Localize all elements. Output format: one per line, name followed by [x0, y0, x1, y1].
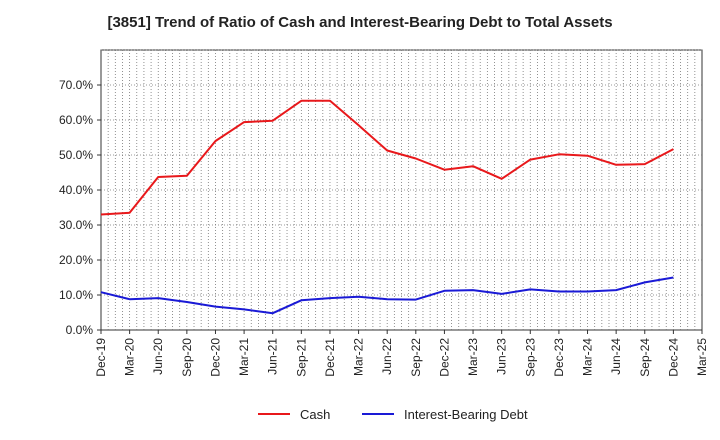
- y-tick-label: 50.0%: [59, 148, 93, 162]
- x-tick-label: Jun-23: [495, 338, 509, 375]
- x-tick-label: Mar-21: [237, 338, 251, 376]
- y-tick-label: 20.0%: [59, 253, 93, 267]
- x-tick-label: Jun-22: [380, 338, 394, 375]
- x-tick-label: Sep-22: [409, 338, 423, 377]
- x-tick-label: Jun-24: [609, 338, 623, 375]
- x-tick-label: Dec-23: [552, 338, 566, 377]
- x-tick-label: Mar-22: [352, 338, 366, 376]
- x-tick-label: Mar-20: [123, 338, 137, 376]
- x-tick-label: Jun-20: [151, 338, 165, 375]
- series-lines: [100, 99, 674, 315]
- legend: Cash Interest-Bearing Debt: [258, 407, 528, 422]
- x-tick-label: Mar-23: [466, 338, 480, 376]
- chart-title: [3851] Trend of Ratio of Cash and Intere…: [107, 14, 613, 31]
- legend-label: Cash: [300, 407, 330, 422]
- x-tick-label: Dec-22: [437, 338, 451, 377]
- x-tick-label: Sep-20: [180, 338, 194, 377]
- x-tick-label: Dec-24: [666, 338, 680, 377]
- x-tick-label: Mar-24: [581, 338, 595, 376]
- y-tick-label: 70.0%: [59, 78, 93, 92]
- x-tick-label: Mar-25: [695, 338, 709, 376]
- x-tick-label: Jun-21: [266, 338, 280, 375]
- y-axis: 0.0% 10.0% 20.0% 30.0% 40.0% 50.0% 60.0% 70.0%: [59, 78, 101, 337]
- series-line-cash: [100, 99, 674, 216]
- legend-label: Interest-Bearing Debt: [404, 407, 528, 422]
- y-tick-label: 40.0%: [59, 183, 93, 197]
- y-tick-label: 0.0%: [66, 323, 94, 337]
- x-tick-label: Dec-19: [94, 338, 108, 377]
- y-tick-label: 10.0%: [59, 288, 93, 302]
- series-line-interest-bearing-debt: [100, 276, 674, 315]
- y-tick-label: 30.0%: [59, 218, 93, 232]
- x-tick-label: Sep-24: [638, 338, 652, 377]
- x-axis: Dec-19 Mar-20 Jun-20 Sep-20 Dec-20 Mar-21 Jun-…: [94, 330, 709, 377]
- x-tick-label: Dec-20: [208, 338, 222, 377]
- x-tick-label: Sep-23: [523, 338, 537, 377]
- x-tick-label: Sep-21: [294, 338, 308, 377]
- y-tick-label: 60.0%: [59, 113, 93, 127]
- x-tick-label: Dec-21: [323, 338, 337, 377]
